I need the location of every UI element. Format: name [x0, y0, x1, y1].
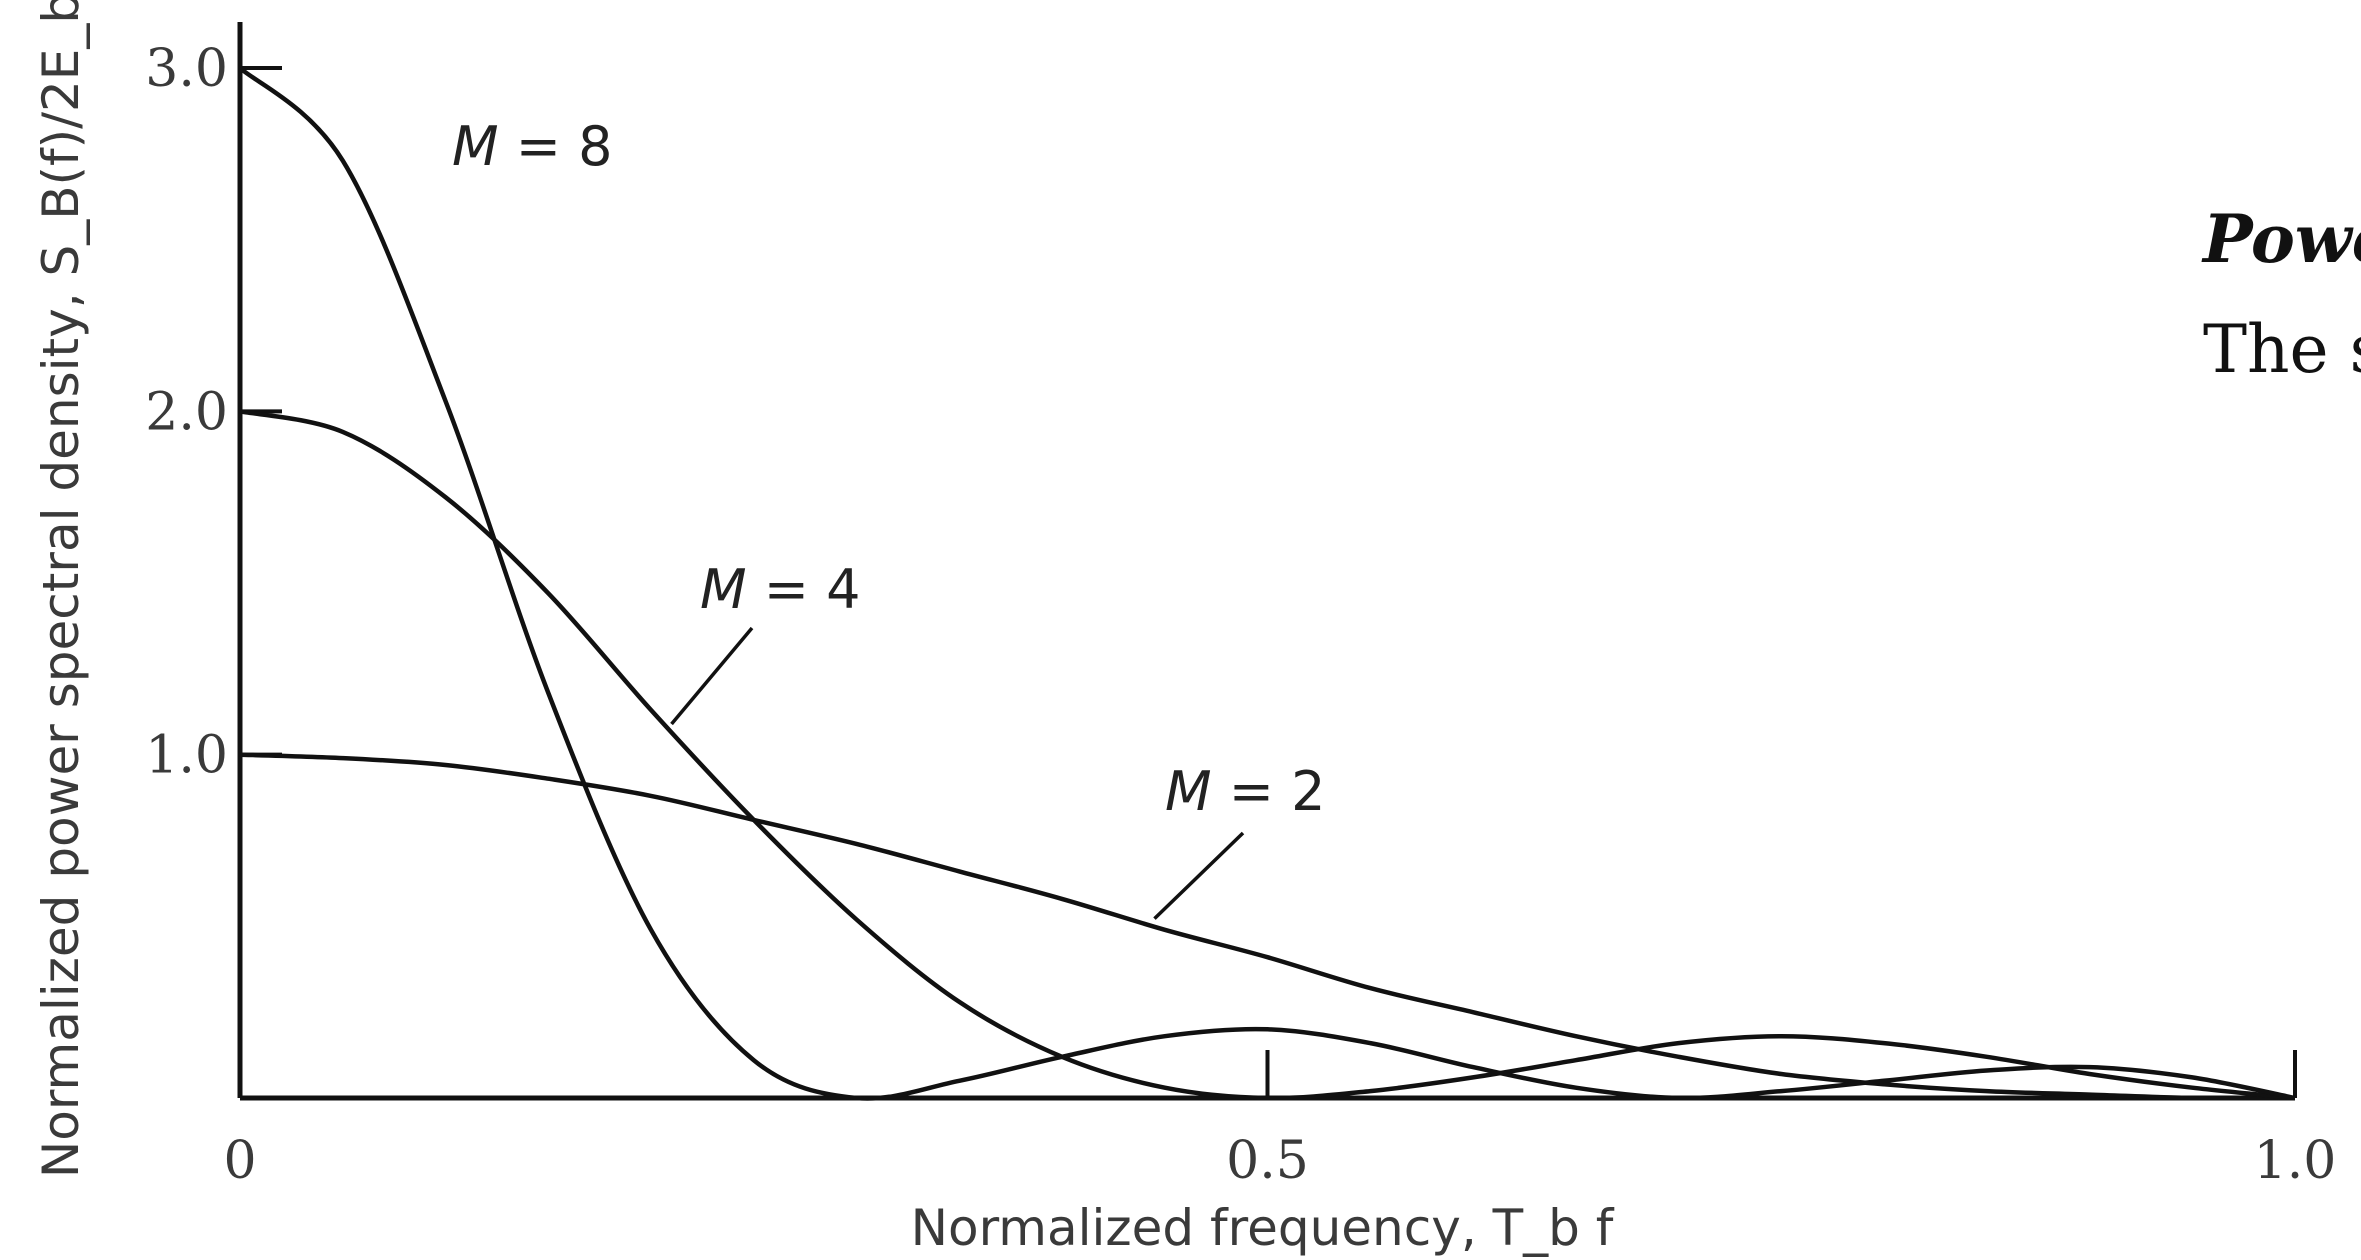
x-tick-label: 0.5: [1226, 1131, 1309, 1191]
side-text-heading: Powe: [2201, 200, 2361, 278]
y-axis-label: Normalized power spectral density, S_B(f…: [32, 0, 90, 1178]
axes: 1.0 2.0 3.0 0 0.5 1.0: [145, 22, 2336, 1191]
x-axis-label: Normalized frequency, T_b f: [911, 1199, 1615, 1257]
side-text-body: The s: [2203, 311, 2361, 388]
annotation-leaders: M = 8 M = 4 M = 2: [452, 115, 1326, 920]
leader-line-m-4: [670, 626, 754, 726]
curve-m-8: [238, 66, 2296, 1101]
x-tick-label: 1.0: [2254, 1131, 2337, 1191]
curve-m-4: [239, 409, 2296, 1101]
y-tick-label: 3.0: [145, 39, 228, 99]
x-tick-label: 0: [223, 1131, 256, 1191]
curve-m-2: [239, 752, 2296, 1101]
series-label-m-2: M = 2: [1165, 760, 1326, 823]
y-tick-label: 2.0: [145, 382, 228, 442]
series-label-m-8: M = 8: [452, 115, 613, 178]
y-tick-label: 1.0: [145, 726, 228, 786]
leader-line-m-2: [1153, 831, 1245, 920]
series-label-m-4: M = 4: [700, 558, 861, 621]
series-curves: [238, 66, 2296, 1101]
